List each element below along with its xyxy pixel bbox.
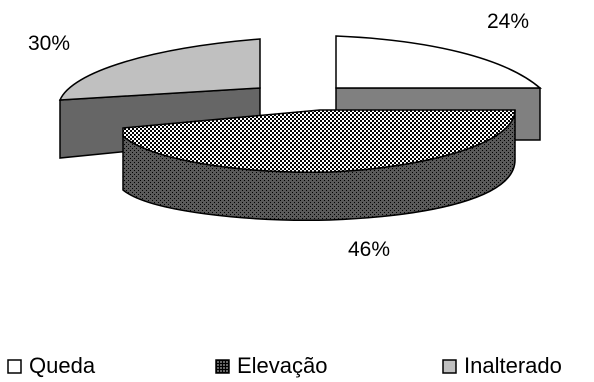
legend: Queda Elevação Inalterado — [7, 353, 562, 378]
legend-swatch-inalterado — [442, 359, 457, 374]
label-elevacao: 46% — [348, 238, 390, 261]
label-queda: 24% — [487, 10, 529, 33]
slice-queda-top — [335, 35, 543, 89]
legend-item-queda: Queda — [7, 353, 96, 378]
legend-label-elevacao: Elevação — [237, 353, 328, 378]
legend-swatch-elevacao — [215, 359, 230, 374]
legend-item-elevacao: Elevação — [215, 353, 328, 378]
label-inalterado: 30% — [28, 32, 70, 55]
legend-swatch-queda — [7, 359, 22, 374]
slice-elevacao-top — [122, 109, 516, 173]
legend-label-queda: Queda — [29, 353, 96, 378]
legend-label-inalterado: Inalterado — [464, 353, 562, 378]
legend-item-inalterado: Inalterado — [442, 353, 562, 378]
slice-elevacao — [122, 109, 516, 221]
slice-inalterado-top — [58, 38, 261, 101]
